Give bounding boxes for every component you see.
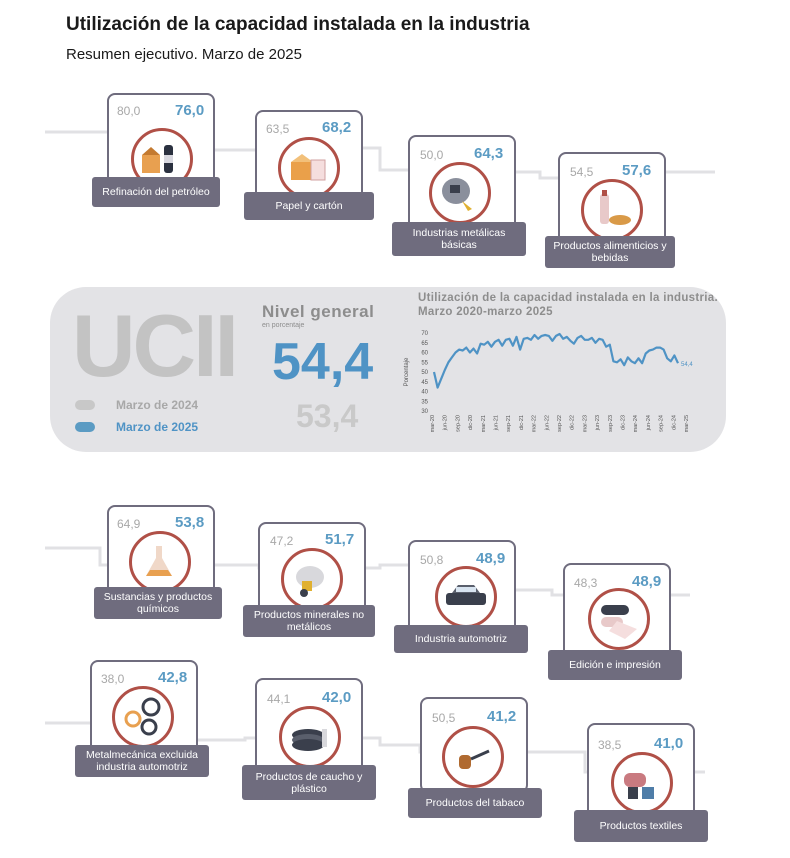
- chart-y-tick-label: 35: [421, 399, 428, 405]
- chart-x-tick-label: dic-20: [468, 415, 474, 430]
- sector-current-value: 76,0: [175, 102, 205, 119]
- sector-prev-value: 44,1: [267, 692, 291, 706]
- plastic-plates-icon: [279, 706, 341, 768]
- chart-x-tick-label: mar-23: [582, 415, 588, 432]
- general-level-current: 54,4: [272, 333, 374, 391]
- sector-prev-value: 50,5: [432, 711, 456, 725]
- chart-y-tick-label: 40: [421, 390, 428, 396]
- chart-title: Utilización de la capacidad instalada en…: [418, 292, 718, 318]
- chart-x-tick-label: mar-24: [633, 415, 639, 432]
- chart-x-tick-label: mar-21: [481, 415, 487, 432]
- sector-prev-value: 47,2: [270, 534, 294, 548]
- chart-y-axis-label: Porcentaje: [404, 357, 410, 386]
- chart-x-tick-label: sep-24: [659, 415, 665, 432]
- sector-current-value: 57,6: [622, 162, 652, 179]
- general-level-unit: en porcentaje: [262, 322, 305, 329]
- legend-swatch-2025: [75, 422, 95, 432]
- legend-label-2024: Marzo de 2024: [116, 398, 199, 412]
- sector-current-value: 42,0: [322, 689, 352, 706]
- sector-label: Productos del tabaco: [408, 788, 542, 818]
- chart-x-tick-label: mar-20: [430, 415, 436, 432]
- paper-box-icon: [278, 137, 340, 199]
- sector-label: Productos textiles: [574, 810, 708, 842]
- sector-current-value: 41,0: [654, 735, 684, 752]
- textile-rolls-icon: [611, 752, 673, 814]
- sector-label: Industrias metálicas básicas: [392, 222, 526, 256]
- metal-helmet-icon: [429, 162, 491, 224]
- chart-x-tick-label: dic-21: [519, 415, 525, 430]
- sector-prev-value: 38,0: [101, 672, 125, 686]
- sector-prev-value: 50,0: [420, 148, 444, 162]
- legend-label-2025: Marzo de 2025: [116, 420, 199, 434]
- chart-y-tick-label: 60: [421, 351, 428, 357]
- legend-swatch-2024: [75, 400, 95, 410]
- gears-icon: [112, 686, 174, 748]
- chart-x-tick-label: sep-20: [455, 415, 461, 432]
- chart-x-tick-label: jun-20: [443, 415, 449, 431]
- chart-x-tick-label: sep-22: [557, 415, 563, 432]
- sector-current-value: 53,8: [175, 514, 205, 531]
- general-level-title: Nivel general: [262, 302, 375, 321]
- sector-current-value: 42,8: [158, 669, 188, 686]
- sector-current-value: 64,3: [474, 145, 504, 162]
- sector-prev-value: 48,3: [574, 576, 598, 590]
- cement-mixer-icon: [281, 548, 343, 610]
- chemical-flask-icon: [129, 531, 191, 593]
- ucii-line-chart: Porcentaje 30 35 40 45 50 55 60 65 70 mar-20 jun-20…: [404, 331, 693, 432]
- sector-label: Refinación del petróleo: [92, 177, 220, 207]
- sector-current-value: 41,2: [487, 708, 517, 725]
- sector-label: Productos de caucho y plástico: [242, 765, 376, 800]
- sector-label: Productos minerales no metálicos: [243, 605, 375, 637]
- sector-label: Edición e impresión: [548, 650, 682, 680]
- ucii-logo: UCII: [72, 296, 239, 395]
- chart-y-tick-label: 50: [421, 370, 428, 376]
- summary-panel: [50, 287, 726, 452]
- chart-x-tick-label: dic-24: [671, 415, 677, 430]
- sector-prev-value: 38,5: [598, 738, 622, 752]
- chart-y-tick-label: 55: [421, 360, 428, 366]
- sector-current-value: 51,7: [325, 531, 355, 548]
- chart-y-tick-label: 30: [421, 409, 428, 415]
- car-icon: [435, 566, 497, 628]
- page-subtitle: Resumen ejecutivo. Marzo de 2025: [66, 46, 302, 63]
- sector-label: Papel y cartón: [244, 192, 374, 220]
- printing-roll-icon: [588, 588, 650, 650]
- chart-x-tick-label: mar-25: [684, 415, 690, 432]
- sector-prev-value: 54,5: [570, 165, 594, 179]
- chart-x-tick-label: jun-23: [595, 415, 601, 431]
- sector-prev-value: 50,8: [420, 553, 444, 567]
- sector-label: Productos alimenticios y bebidas: [545, 236, 675, 268]
- chart-y-tick-label: 70: [421, 331, 428, 337]
- sector-label: Metalmecánica excluida industria automot…: [75, 745, 209, 777]
- general-level-previous: 53,4: [296, 398, 359, 434]
- chart-x-tick-label: dic-23: [621, 415, 627, 430]
- sector-current-value: 68,2: [322, 119, 352, 136]
- chart-end-value-label: 54,4: [681, 362, 693, 368]
- food-bottle-icon: [581, 179, 643, 241]
- sector-current-value: 48,9: [632, 573, 662, 590]
- sector-label: Sustancias y productos químicos: [94, 587, 222, 619]
- page-title: Utilización de la capacidad instalada en…: [66, 14, 530, 35]
- chart-x-tick-label: jun-21: [494, 415, 500, 431]
- sector-label: Industria automotriz: [394, 625, 528, 653]
- sector-prev-value: 64,9: [117, 517, 141, 531]
- sector-prev-value: 80,0: [117, 104, 141, 118]
- chart-x-tick-label: jun-24: [646, 415, 652, 431]
- chart-x-tick-label: sep-23: [608, 415, 614, 432]
- sector-prev-value: 63,5: [266, 122, 290, 136]
- tobacco-pipe-icon: [442, 726, 504, 788]
- sector-current-value: 48,9: [476, 550, 506, 567]
- chart-series-line: [432, 332, 679, 389]
- chart-x-tick-label: mar-22: [532, 415, 538, 432]
- chart-x-tick-label: sep-21: [506, 415, 512, 432]
- chart-y-tick-label: 45: [421, 380, 428, 386]
- chart-y-tick-label: 65: [421, 341, 428, 347]
- chart-x-tick-label: jun-22: [544, 415, 550, 431]
- chart-x-tick-label: dic-22: [570, 415, 576, 430]
